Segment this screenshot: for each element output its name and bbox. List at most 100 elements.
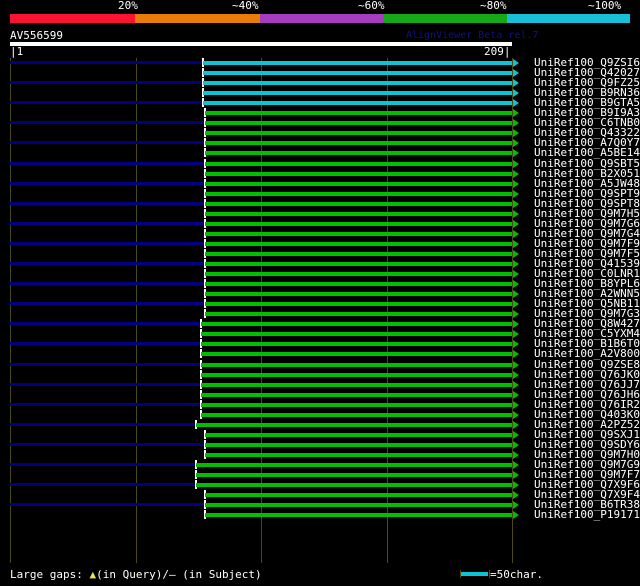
hit-row[interactable]: UniRef100_Q42027	[0, 66, 640, 79]
hit-label[interactable]: UniRef100_A2V800	[534, 347, 640, 360]
hsp-bar[interactable]	[205, 232, 512, 236]
hit-row[interactable]: UniRef100_Q9ZSI6	[0, 56, 640, 69]
hit-label[interactable]: UniRef100_B9GTA5	[534, 96, 640, 109]
hit-label[interactable]: UniRef100_C6TNB0	[534, 116, 640, 129]
hsp-bar[interactable]	[195, 473, 512, 477]
hit-label[interactable]: UniRef100_Q76JK0	[534, 368, 640, 381]
hit-label[interactable]: UniRef100_Q9ZSI6	[534, 56, 640, 69]
hit-row[interactable]: UniRef100_Q43322	[0, 126, 640, 139]
hit-row[interactable]: UniRef100_A7Q0Y7	[0, 136, 640, 149]
hit-row[interactable]: UniRef100_A5BE14	[0, 146, 640, 159]
hsp-bar[interactable]	[195, 483, 512, 487]
hsp-bar[interactable]	[205, 503, 512, 507]
hsp-bar[interactable]	[205, 493, 512, 497]
hit-label[interactable]: UniRef100_Q9SXJ1	[534, 428, 640, 441]
hit-label[interactable]: UniRef100_Q7X9F6	[534, 478, 640, 491]
hsp-bar[interactable]	[203, 61, 512, 65]
hsp-bar[interactable]	[200, 393, 512, 397]
hsp-bar[interactable]	[205, 172, 512, 176]
hsp-bar[interactable]	[200, 342, 512, 346]
hsp-bar[interactable]	[200, 332, 512, 336]
hit-row[interactable]: UniRef100_C0LNR1	[0, 267, 640, 280]
hit-row[interactable]: UniRef100_A2WNN5	[0, 287, 640, 300]
hit-row[interactable]: UniRef100_Q9SXJ1	[0, 428, 640, 441]
hit-label[interactable]: UniRef100_A5BE14	[534, 146, 640, 159]
hit-row[interactable]: UniRef100_Q76JH6	[0, 389, 640, 401]
hit-label[interactable]: UniRef100_Q76JJ7	[534, 378, 640, 391]
hit-row[interactable]: UniRef100_Q76JK0	[0, 368, 640, 381]
hit-row[interactable]: UniRef100_C6TNB0	[0, 116, 640, 129]
hsp-bar[interactable]	[205, 282, 512, 286]
hit-row[interactable]: UniRef100_Q8W427	[0, 317, 640, 330]
hit-label[interactable]: UniRef100_A2WNN5	[534, 287, 640, 300]
hit-label[interactable]: UniRef100_Q9M7G9	[534, 458, 640, 471]
hsp-bar[interactable]	[203, 71, 512, 75]
hit-label[interactable]: UniRef100_Q9M7G4	[534, 227, 640, 240]
hit-label[interactable]: UniRef100_Q9FZ25	[534, 76, 640, 89]
hit-row[interactable]: UniRef100_Q9FZ25	[0, 76, 640, 89]
hsp-bar[interactable]	[203, 81, 512, 85]
hsp-bar[interactable]	[200, 403, 512, 407]
hsp-bar[interactable]	[205, 433, 512, 437]
hsp-bar[interactable]	[203, 101, 512, 105]
hsp-bar[interactable]	[205, 111, 512, 115]
hit-label[interactable]: UniRef100_Q9M7F5	[534, 247, 640, 260]
hit-label[interactable]: UniRef100_A7Q0Y7	[534, 136, 640, 149]
hsp-bar[interactable]	[205, 272, 512, 276]
hit-label[interactable]: UniRef100_Q9ZSE8	[534, 358, 640, 371]
hit-row[interactable]: UniRef100_Q9SPT9	[0, 187, 640, 200]
hsp-bar[interactable]	[205, 121, 512, 125]
hsp-bar[interactable]	[205, 212, 512, 216]
hsp-bar[interactable]	[205, 292, 512, 296]
hit-label[interactable]: UniRef100_B9RN36	[534, 86, 640, 99]
hit-label[interactable]: UniRef100_Q9SDY6	[534, 438, 640, 451]
hit-row[interactable]: UniRef100_Q7X9F4	[0, 488, 640, 501]
hit-row[interactable]: UniRef100_B8YPL6	[0, 278, 640, 290]
hsp-bar[interactable]	[200, 352, 512, 356]
hit-label[interactable]: UniRef100_B9I9A3	[534, 106, 640, 119]
hit-row[interactable]: UniRef100_Q5NB11	[0, 298, 640, 310]
hit-label[interactable]: UniRef100_Q9SPT9	[534, 187, 640, 200]
hit-row[interactable]: UniRef100_Q41539	[0, 257, 640, 270]
hit-row[interactable]: UniRef100_A2V800	[0, 347, 640, 360]
hit-label[interactable]: UniRef100_Q8W427	[534, 317, 640, 330]
hit-row[interactable]: UniRef100_Q9ZSE8	[0, 358, 640, 371]
hsp-bar[interactable]	[200, 413, 512, 417]
hit-label[interactable]: UniRef100_C5YXM4	[534, 327, 640, 340]
hsp-bar[interactable]	[203, 91, 512, 95]
hit-label[interactable]: UniRef100_Q9M7F9	[534, 237, 640, 250]
hit-label[interactable]: UniRef100_Q7X9F4	[534, 488, 640, 501]
hit-row[interactable]: UniRef100_Q7X9F6	[0, 478, 640, 491]
hsp-bar[interactable]	[205, 222, 512, 226]
hit-row[interactable]: UniRef100_A2PZ52	[0, 419, 640, 431]
hit-row[interactable]: UniRef100_B1B6T0	[0, 338, 640, 350]
hit-row[interactable]: UniRef100_Q76IR2	[0, 398, 640, 411]
hsp-bar[interactable]	[205, 262, 512, 266]
hsp-bar[interactable]	[205, 312, 512, 316]
hit-label[interactable]: UniRef100_Q9M7H0	[534, 448, 640, 461]
hit-label[interactable]: UniRef100_Q41539	[534, 257, 640, 270]
hsp-bar[interactable]	[205, 242, 512, 246]
hit-row[interactable]: UniRef100_Q9M7G4	[0, 227, 640, 240]
hit-label[interactable]: UniRef100_C0LNR1	[534, 267, 640, 280]
hsp-bar[interactable]	[205, 162, 512, 166]
hit-row[interactable]: UniRef100_P19171	[0, 509, 640, 521]
hit-label[interactable]: UniRef100_Q76IR2	[534, 398, 640, 411]
hit-row[interactable]: UniRef100_A5JW48	[0, 178, 640, 190]
hit-row[interactable]: UniRef100_Q9M7F7	[0, 469, 640, 481]
hsp-bar[interactable]	[200, 373, 512, 377]
hsp-bar[interactable]	[195, 463, 512, 467]
hit-row[interactable]: UniRef100_Q9M7G9	[0, 458, 640, 471]
hsp-bar[interactable]	[205, 182, 512, 186]
hit-label[interactable]: UniRef100_Q43322	[534, 126, 640, 139]
hsp-bar[interactable]	[205, 151, 512, 155]
hit-row[interactable]: UniRef100_Q9M7F5	[0, 247, 640, 260]
hit-label[interactable]: UniRef100_B2X051	[534, 167, 640, 180]
hit-label[interactable]: UniRef100_Q42027	[534, 66, 640, 79]
hit-label[interactable]: UniRef100_Q9SPT8	[534, 197, 640, 210]
hsp-bar[interactable]	[195, 423, 512, 427]
hit-row[interactable]: UniRef100_B6TR38	[0, 499, 640, 511]
hsp-bar[interactable]	[205, 202, 512, 206]
hit-row[interactable]: UniRef100_Q9M7G6	[0, 218, 640, 230]
hit-row[interactable]: UniRef100_B9I9A3	[0, 106, 640, 119]
